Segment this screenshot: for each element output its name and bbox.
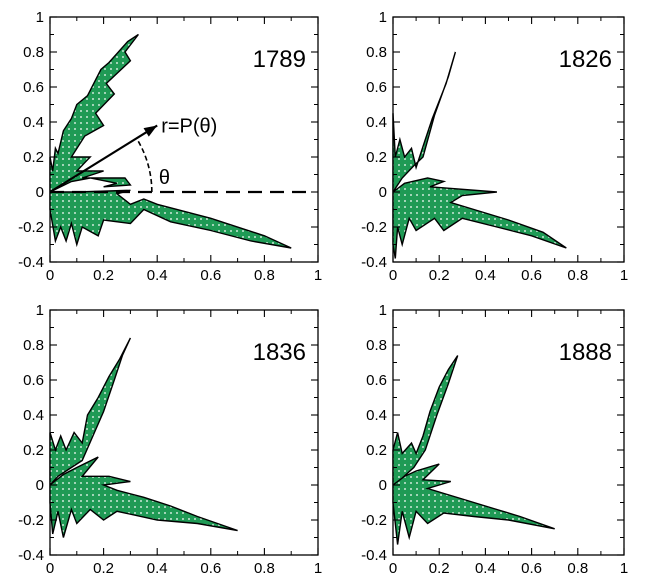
y-tick-label: 0 (36, 184, 44, 201)
x-tick-label: 1 (314, 560, 322, 577)
y-tick-label: 0.2 (23, 442, 44, 459)
y-tick-label: 0.6 (23, 372, 44, 389)
x-tick-label: 0.8 (567, 267, 588, 284)
radius-arrow-head (144, 126, 158, 137)
distribution-shape (50, 338, 238, 538)
y-tick-label: 0.4 (366, 407, 387, 424)
distribution-shape (393, 356, 555, 545)
x-tick-label: 0.2 (93, 560, 114, 577)
panel-1826: 0 0.2 0.4 0.6 0.8 1 -0.4 -0.2 0 0.2 0.4 0.6 0.8 1 1826 (361, 9, 628, 284)
x-tick-label: 0.2 (429, 267, 450, 284)
panel-year-label: 1826 (559, 46, 612, 73)
x-tick-label: 0.4 (475, 267, 496, 284)
y-tick-label: -0.2 (361, 219, 387, 236)
y-tick-label: 1 (379, 9, 387, 26)
x-tick-label: 1 (620, 267, 628, 284)
y-tick-label: -0.2 (361, 512, 387, 529)
x-tick-label: 0.4 (147, 560, 168, 577)
x-tick-label: 0.6 (200, 267, 221, 284)
y-tick-label: 0.8 (23, 337, 44, 354)
panel-year-label: 1789 (253, 46, 306, 73)
x-tick-label: 0.6 (200, 560, 221, 577)
theta-label: θ (159, 167, 170, 189)
panel-year-label: 1836 (253, 339, 306, 366)
y-tick-label: 0.6 (366, 79, 387, 96)
panel-1789: 0 0.2 0.4 0.6 0.8 1 -0.4 -0.2 0 0.2 0.4 0.6 0.8 1 1789… (18, 9, 322, 284)
y-tick-label: 0.8 (366, 337, 387, 354)
x-tick-label: 0.8 (254, 267, 275, 284)
x-tick-label: 0 (389, 560, 397, 577)
arrow-label: r=P(θ) (161, 116, 217, 138)
y-tick-label: 0.2 (23, 149, 44, 166)
y-tick-label: -0.4 (18, 254, 44, 271)
x-tick-label: 0.8 (254, 560, 275, 577)
y-tick-label: 0.2 (366, 442, 387, 459)
panel-1888: 0 0.2 0.4 0.6 0.8 1 -0.4 -0.2 0 0.2 0.4 0.6 0.8 1 1888 (361, 302, 628, 577)
y-tick-label: 0.4 (366, 114, 387, 131)
y-tick-label: 0 (36, 477, 44, 494)
x-tick-label: 0.4 (475, 560, 496, 577)
y-tick-label: 0.6 (23, 79, 44, 96)
y-tick-label: 0.4 (23, 114, 44, 131)
y-tick-label: -0.2 (18, 219, 44, 236)
y-tick-label: 1 (36, 9, 44, 26)
x-tick-label: 1 (314, 267, 322, 284)
x-tick-label: 0 (46, 267, 54, 284)
y-tick-label: 0.8 (366, 44, 387, 61)
panel-year-label: 1888 (559, 339, 612, 366)
panel-1836: 0 0.2 0.4 0.6 0.8 1 -0.4 -0.2 0 0.2 0.4 0.6 0.8 1 1836 (18, 302, 322, 577)
x-tick-label: 0.6 (521, 267, 542, 284)
y-tick-label: -0.4 (361, 254, 387, 271)
y-tick-label: -0.4 (361, 547, 387, 564)
x-tick-label: 0.6 (521, 560, 542, 577)
y-tick-label: 0.4 (23, 407, 44, 424)
x-tick-label: 0.8 (567, 560, 588, 577)
y-tick-label: 1 (36, 302, 44, 319)
x-tick-label: 1 (620, 560, 628, 577)
y-tick-label: 0 (379, 184, 387, 201)
x-tick-label: 0 (46, 560, 54, 577)
y-tick-label: 0.6 (366, 372, 387, 389)
distribution-shape (393, 52, 566, 259)
y-tick-label: 0.2 (366, 149, 387, 166)
x-tick-label: 0.2 (93, 267, 114, 284)
y-tick-label: 0.8 (23, 44, 44, 61)
x-tick-label: 0.4 (147, 267, 168, 284)
x-tick-label: 0.2 (429, 560, 450, 577)
theta-arc (137, 138, 152, 192)
y-tick-label: 1 (379, 302, 387, 319)
y-tick-label: 0 (379, 477, 387, 494)
y-tick-label: -0.4 (18, 547, 44, 564)
y-tick-label: -0.2 (18, 512, 44, 529)
x-tick-label: 0 (389, 267, 397, 284)
